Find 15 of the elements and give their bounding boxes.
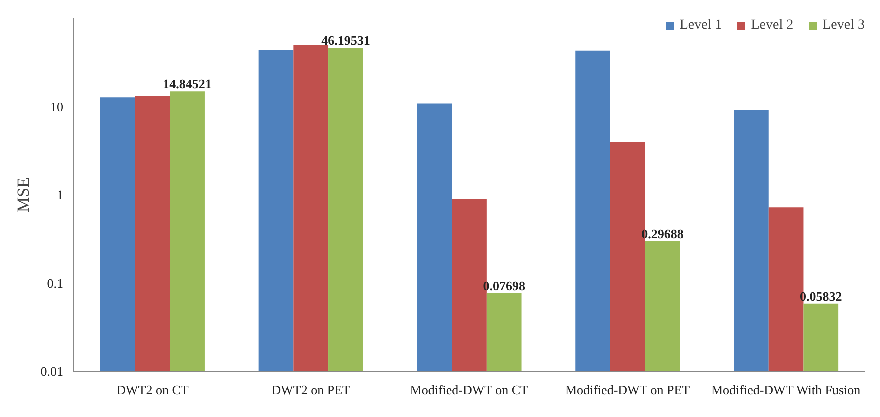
legend-label: Level 3	[822, 18, 865, 34]
legend-label: Level 2	[751, 18, 794, 34]
legend-label: Level 1	[680, 18, 722, 34]
x-tick-label: DWT2 on CT	[116, 382, 189, 398]
y-axis-title: MSE	[14, 178, 33, 212]
y-tick-label: 0.01	[40, 364, 64, 379]
data-label: 46.19531	[322, 33, 370, 48]
x-tick-label: Modified-DWT on PET	[565, 382, 690, 398]
y-tick-label: 10	[50, 99, 64, 114]
data-label: 14.84521	[163, 76, 212, 92]
x-tick-label: Modified-DWT on CT	[410, 382, 529, 398]
y-tick-label: 0.1	[47, 276, 64, 291]
y-tick-label: 1	[57, 188, 64, 202]
x-tick-label: DWT2 on PET	[272, 382, 351, 398]
x-tick-label: Modified-DWT With Fusion	[711, 382, 862, 398]
